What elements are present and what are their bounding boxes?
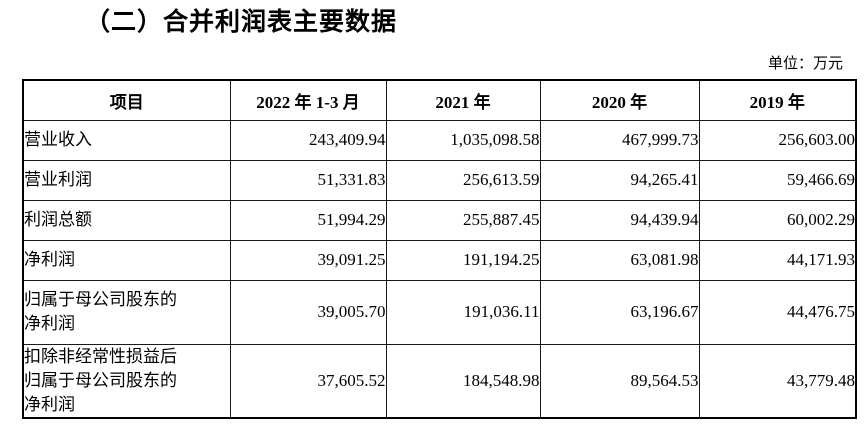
table-body: 营业收入 243,409.94 1,035,098.58 467,999.73 256,…	[22, 119, 857, 419]
column-header: 2019 年	[698, 79, 857, 121]
value-cell: 184,548.98	[385, 343, 541, 419]
value-cell: 94,439.94	[539, 199, 700, 241]
value-cell: 51,994.29	[229, 199, 387, 241]
value-cell: 467,999.73	[539, 119, 700, 161]
value-cell: 256,603.00	[698, 119, 857, 161]
table-header-row: 项目 2022 年 1-3 月 2021 年 2020 年 2019 年	[22, 79, 857, 121]
value-cell: 89,564.53	[539, 343, 700, 419]
value-cell: 63,196.67	[539, 279, 700, 345]
column-header: 2022 年 1-3 月	[229, 79, 387, 121]
income-statement-table: 项目 2022 年 1-3 月 2021 年 2020 年 2019 年 营业收入 243…	[22, 79, 857, 419]
table-row: 营业利润 51,331.83 256,613.59 94,265.41 59,466.6…	[22, 159, 857, 201]
value-cell: 243,409.94	[229, 119, 387, 161]
value-cell: 60,002.29	[698, 199, 857, 241]
value-cell: 256,613.59	[385, 159, 541, 201]
item-cell: 营业收入	[22, 119, 231, 161]
value-cell: 59,466.69	[698, 159, 857, 201]
table-row: 利润总额 51,994.29 255,887.45 94,439.94 60,002.2…	[22, 199, 857, 241]
section-title: （二）合并利润表主要数据	[85, 9, 398, 36]
value-cell: 39,091.25	[229, 239, 387, 281]
column-header: 2021 年	[385, 79, 541, 121]
item-cell: 归属于母公司股东的 净利润	[22, 279, 231, 345]
unit-label: 单位：万元	[767, 56, 843, 72]
table-row: 营业收入 243,409.94 1,035,098.58 467,999.73 256,…	[22, 119, 857, 161]
item-cell: 营业利润	[22, 159, 231, 201]
value-cell: 191,194.25	[385, 239, 541, 281]
value-cell: 94,265.41	[539, 159, 700, 201]
value-cell: 44,171.93	[698, 239, 857, 281]
value-cell: 37,605.52	[229, 343, 387, 419]
item-cell: 扣除非经常性损益后 归属于母公司股东的 净利润	[22, 343, 231, 419]
value-cell: 255,887.45	[385, 199, 541, 241]
table-row: 归属于母公司股东的 净利润 39,005.70 191,036.11 63,196.6…	[22, 279, 857, 345]
value-cell: 63,081.98	[539, 239, 700, 281]
column-header: 项目	[22, 79, 231, 121]
item-cell: 利润总额	[22, 199, 231, 241]
column-header: 2020 年	[539, 79, 700, 121]
value-cell: 1,035,098.58	[385, 119, 541, 161]
value-cell: 43,779.48	[698, 343, 857, 419]
value-cell: 39,005.70	[229, 279, 387, 345]
value-cell: 191,036.11	[385, 279, 541, 345]
value-cell: 44,476.75	[698, 279, 857, 345]
table-row: 扣除非经常性损益后 归属于母公司股东的 净利润 37,605.52 184,548.…	[22, 343, 857, 419]
table-row: 净利润 39,091.25 191,194.25 63,081.98 44,171.93	[22, 239, 857, 281]
value-cell: 51,331.83	[229, 159, 387, 201]
item-cell: 净利润	[22, 239, 231, 281]
